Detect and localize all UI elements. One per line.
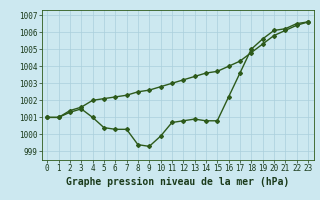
X-axis label: Graphe pression niveau de la mer (hPa): Graphe pression niveau de la mer (hPa) <box>66 177 289 187</box>
